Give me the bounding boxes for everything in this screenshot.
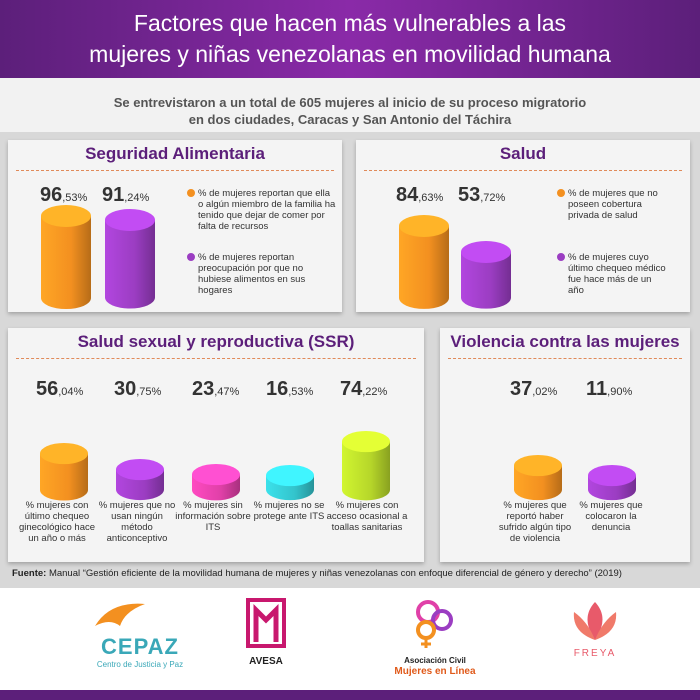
bar-cylinder — [192, 464, 240, 501]
bar-cylinder — [399, 215, 449, 309]
bar-body — [461, 252, 511, 309]
bar-caption: % mujeres no se protege ante ITS — [253, 500, 325, 522]
cepaz-logo: CEPAZ Centro de Justicia y Paz — [80, 596, 200, 676]
bar-caption: % mujeres que reportó haber sufrido algú… — [498, 500, 572, 544]
panel-title: Salud sexual y reproductiva (SSR) — [77, 332, 355, 351]
value-label: 91,24% — [102, 184, 150, 206]
bar-top — [266, 465, 314, 487]
legend-item: % de mujeres que no poseen cobertura pri… — [557, 188, 668, 221]
bar-caption: % mujeres que no usan ningún método anti… — [98, 500, 176, 544]
bar-caption: % mujeres con último chequeo ginecológic… — [18, 500, 96, 544]
value-label: 96,53% — [40, 184, 88, 206]
bottom-bar — [0, 690, 700, 700]
value-label: 11,90% — [586, 378, 633, 400]
bar-top — [399, 215, 449, 238]
mujeres-en-linea-logo: Asociación Civil Mujeres en Línea — [380, 594, 490, 682]
bar-body — [40, 453, 88, 501]
bar-body — [342, 441, 390, 501]
panel-violencia: Violencia contra las mujeres 37,02% 11,9… — [440, 328, 690, 562]
bar-caption: % mujeres que colocaron la denuncia — [579, 500, 643, 533]
avesa-mark-icon — [246, 598, 286, 648]
value-label: 53,72% — [458, 184, 506, 206]
title-line-1: Factores que hacen más vulnerables a las — [133, 10, 567, 36]
bar-cylinder — [342, 431, 390, 501]
value-label: 37,02% — [510, 378, 558, 400]
bar-top — [514, 455, 562, 477]
legend-item: % de mujeres reportan preocupación por q… — [187, 252, 336, 296]
freya-logo: FREYA — [560, 598, 630, 678]
bar-cylinder — [461, 241, 511, 309]
cepaz-sub: Centro de Justicia y Paz — [96, 660, 184, 669]
avesa-logo: AVESA — [236, 598, 296, 678]
panel-seguridad-alimentaria: Seguridad Alimentaria 96,53% 91,24% % de… — [8, 140, 342, 312]
mujeres-line-1: Asociación Civil — [404, 656, 466, 665]
intro-line-2: en dos ciudades, Caracas y San Antonio d… — [188, 112, 512, 127]
bar-cylinder — [266, 465, 314, 501]
cepaz-name: CEPAZ — [101, 634, 179, 659]
bar-body — [105, 220, 155, 309]
legend-dot — [187, 253, 195, 261]
bar-top — [461, 241, 511, 264]
value-label: 30,75% — [114, 378, 162, 400]
bar-top — [105, 209, 155, 232]
panel-title: Salud — [499, 144, 547, 163]
panel-title: Seguridad Alimentaria — [85, 144, 265, 163]
panel-salud: Salud 84,63% 53,72% % de mujeres que no … — [356, 140, 690, 312]
bar-cylinder — [514, 455, 562, 501]
bar-top — [40, 443, 88, 465]
bar-caption: % mujeres con acceso ocasional a toallas… — [326, 500, 408, 533]
intro-text: Se entrevistaron a un total de 605 mujer… — [0, 78, 700, 132]
bar-cylinder — [41, 204, 91, 309]
bar-cylinder — [116, 459, 164, 501]
intro-line-1: Se entrevistaron a un total de 605 mujer… — [113, 95, 587, 110]
value-label: 16,53% — [266, 378, 314, 400]
lotus-icon — [573, 602, 617, 640]
bar-top — [342, 431, 390, 453]
panel-title: Violencia contra las mujeres — [450, 332, 680, 351]
mujeres-line-2: Mujeres en Línea — [394, 666, 476, 677]
bar-top — [588, 465, 636, 487]
value-label: 56,04% — [36, 378, 84, 400]
bar-cylinder — [588, 465, 636, 501]
value-label: 74,22% — [340, 378, 388, 400]
title-divider — [16, 358, 416, 359]
bar-top — [41, 204, 91, 227]
legend-dot — [557, 189, 565, 197]
bar-body — [41, 215, 91, 309]
female-symbol-icon — [416, 600, 453, 648]
legend-item: % de mujeres reportan que ella o algún m… — [187, 188, 336, 232]
bar-cylinder — [105, 209, 155, 309]
bar-cylinder — [40, 443, 88, 501]
legend-item: % de mujeres cuyo último chequeo médico … — [557, 252, 668, 296]
legend-dot — [187, 189, 195, 197]
bar-top — [116, 459, 164, 481]
dove-icon — [95, 603, 145, 626]
bar-top — [192, 464, 240, 486]
freya-name: FREYA — [573, 648, 617, 659]
logos-strip: CEPAZ Centro de Justicia y Paz AVESA Aso… — [0, 588, 700, 690]
source-note: Fuente: Manual “Gestión eficiente de la … — [12, 568, 622, 579]
legend-dot — [557, 253, 565, 261]
avesa-name: AVESA — [249, 656, 283, 667]
header-banner: Factores que hacen más vulnerables a las… — [0, 0, 700, 78]
value-label: 23,47% — [192, 378, 240, 400]
title-divider — [448, 358, 682, 359]
panel-ssr: Salud sexual y reproductiva (SSR) 56,04%… — [8, 328, 424, 562]
title-line-2: mujeres y niñas venezolanas en movilidad… — [89, 41, 611, 67]
value-label: 84,63% — [396, 184, 444, 206]
bar-body — [399, 226, 449, 309]
bar-caption: % mujeres sin información sobre ITS — [175, 500, 251, 533]
title-divider — [16, 170, 334, 171]
title-divider — [364, 170, 682, 171]
